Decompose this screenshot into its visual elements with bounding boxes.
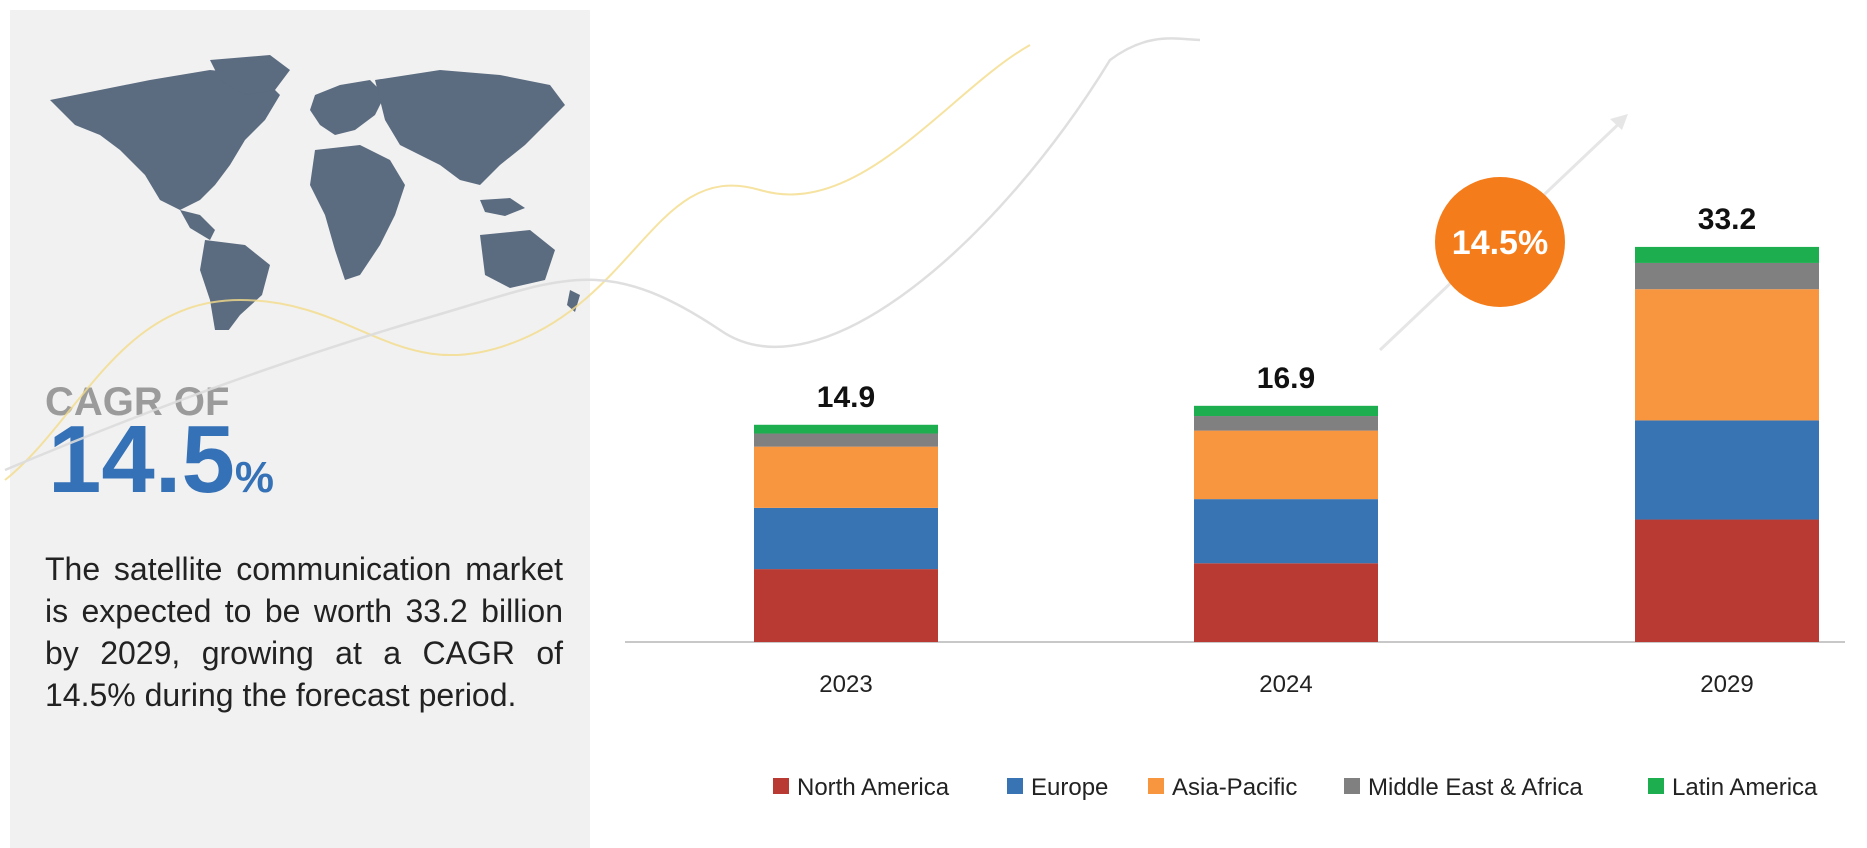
total-label-2024: 16.9 xyxy=(1257,362,1315,395)
bar-2024-asia-pacific xyxy=(1194,430,1378,500)
legend-label-middle-east-africa: Middle East & Africa xyxy=(1368,774,1583,801)
bar-2029-latin-america xyxy=(1635,246,1819,263)
bar-2024-europe xyxy=(1194,499,1378,564)
legend-swatch-north-america xyxy=(773,778,789,794)
legend-label-europe: Europe xyxy=(1031,774,1108,801)
legend-swatch-asia-pacific xyxy=(1148,778,1164,794)
legend-swatch-europe xyxy=(1007,778,1023,794)
growth-badge-text: 14.5% xyxy=(1452,224,1548,262)
bar-2024-north-america xyxy=(1194,563,1378,642)
bar-2029-north-america xyxy=(1635,519,1819,642)
x-tick-label-2024: 2024 xyxy=(1259,671,1312,698)
bar-2024-latin-america xyxy=(1194,405,1378,417)
growth-arrow-head xyxy=(1610,114,1628,130)
market-description: The satellite communication market is ex… xyxy=(45,551,563,713)
x-tick-label-2023: 2023 xyxy=(819,671,872,698)
total-label-2029: 33.2 xyxy=(1698,203,1756,236)
bar-2023-asia-pacific xyxy=(754,446,938,508)
x-tick-label-2029: 2029 xyxy=(1700,671,1753,698)
legend-label-north-america: North America xyxy=(797,774,950,801)
bar-2023-latin-america xyxy=(754,424,938,434)
bar-2029-middle-east-africa xyxy=(1635,262,1819,290)
legend-label-latin-america: Latin America xyxy=(1672,774,1818,801)
bar-group xyxy=(754,246,1819,642)
bar-2024-middle-east-africa xyxy=(1194,416,1378,431)
bar-2029-asia-pacific xyxy=(1635,289,1819,421)
label-group: 14.9 2023 16.9 2024 33.2 2029 xyxy=(817,203,1756,698)
legend-swatch-latin-america xyxy=(1648,778,1664,794)
growth-badge xyxy=(1435,177,1565,307)
chart-legend: North America Europe Asia-Pacific Middle Ea… xyxy=(773,774,1818,801)
bar-2023-europe xyxy=(754,507,938,570)
legend-label-asia-pacific: Asia-Pacific xyxy=(1172,774,1297,801)
bar-2023-middle-east-africa xyxy=(754,433,938,447)
bar-2023-north-america xyxy=(754,569,938,642)
total-label-2023: 14.9 xyxy=(817,381,875,414)
legend-swatch-middle-east-africa xyxy=(1344,778,1360,794)
bar-2029-europe xyxy=(1635,420,1819,520)
